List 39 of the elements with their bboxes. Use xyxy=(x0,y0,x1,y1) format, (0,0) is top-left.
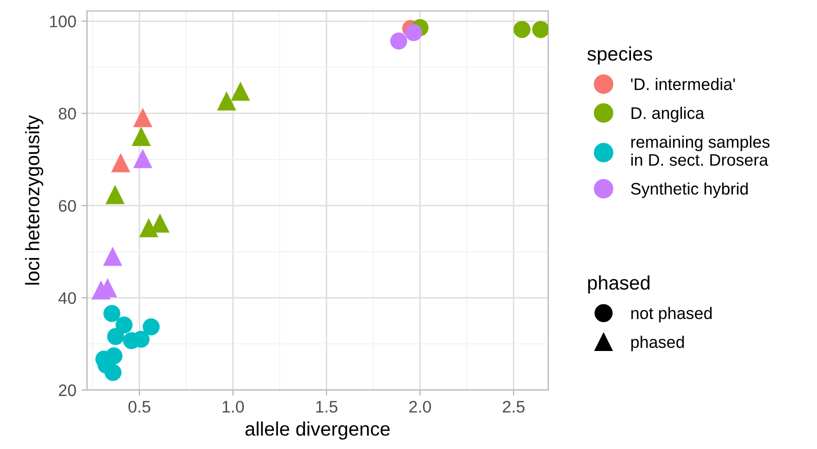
point xyxy=(106,184,125,204)
point xyxy=(103,246,122,266)
legend-label: D. anglica xyxy=(632,106,704,122)
point xyxy=(91,280,111,300)
point xyxy=(230,82,250,101)
text: phased xyxy=(588,275,650,294)
point xyxy=(116,316,133,334)
y-tick-label: 20 xyxy=(58,384,76,396)
y-tick-label: 100 xyxy=(50,16,76,28)
point xyxy=(107,328,124,346)
x-tick-label: 2.0 xyxy=(409,400,431,413)
x-tick-label: 1.0 xyxy=(222,400,244,413)
point xyxy=(132,126,151,146)
point xyxy=(103,304,120,322)
point xyxy=(217,91,236,110)
x-tick-label: 1.5 xyxy=(316,401,338,413)
point xyxy=(142,318,160,336)
y-tick-label: 80 xyxy=(58,108,76,120)
point xyxy=(104,364,122,381)
y-tick-label: 40 xyxy=(58,292,76,304)
legend-label: Synthetic hybrid xyxy=(630,182,748,198)
y-axis-title: loci heterozygousity xyxy=(25,115,44,285)
legend-label: remaining samples in D. sect. Drosera xyxy=(631,136,770,166)
y-tick-label: 60 xyxy=(58,200,76,212)
point xyxy=(133,108,152,128)
point xyxy=(514,20,531,38)
text: species xyxy=(587,46,652,65)
point xyxy=(133,148,152,168)
x-tick-label: 2.5 xyxy=(502,400,524,413)
legend-label: 'D. intermedia' xyxy=(631,78,735,90)
text: phased xyxy=(631,336,684,352)
point xyxy=(532,20,548,38)
x-axis-title: allele divergence xyxy=(245,422,390,440)
point xyxy=(390,32,408,50)
x-tick-label: 0.5 xyxy=(128,400,150,413)
point xyxy=(111,153,130,172)
point xyxy=(139,218,158,238)
text: not phased xyxy=(631,306,712,322)
point xyxy=(405,24,422,42)
